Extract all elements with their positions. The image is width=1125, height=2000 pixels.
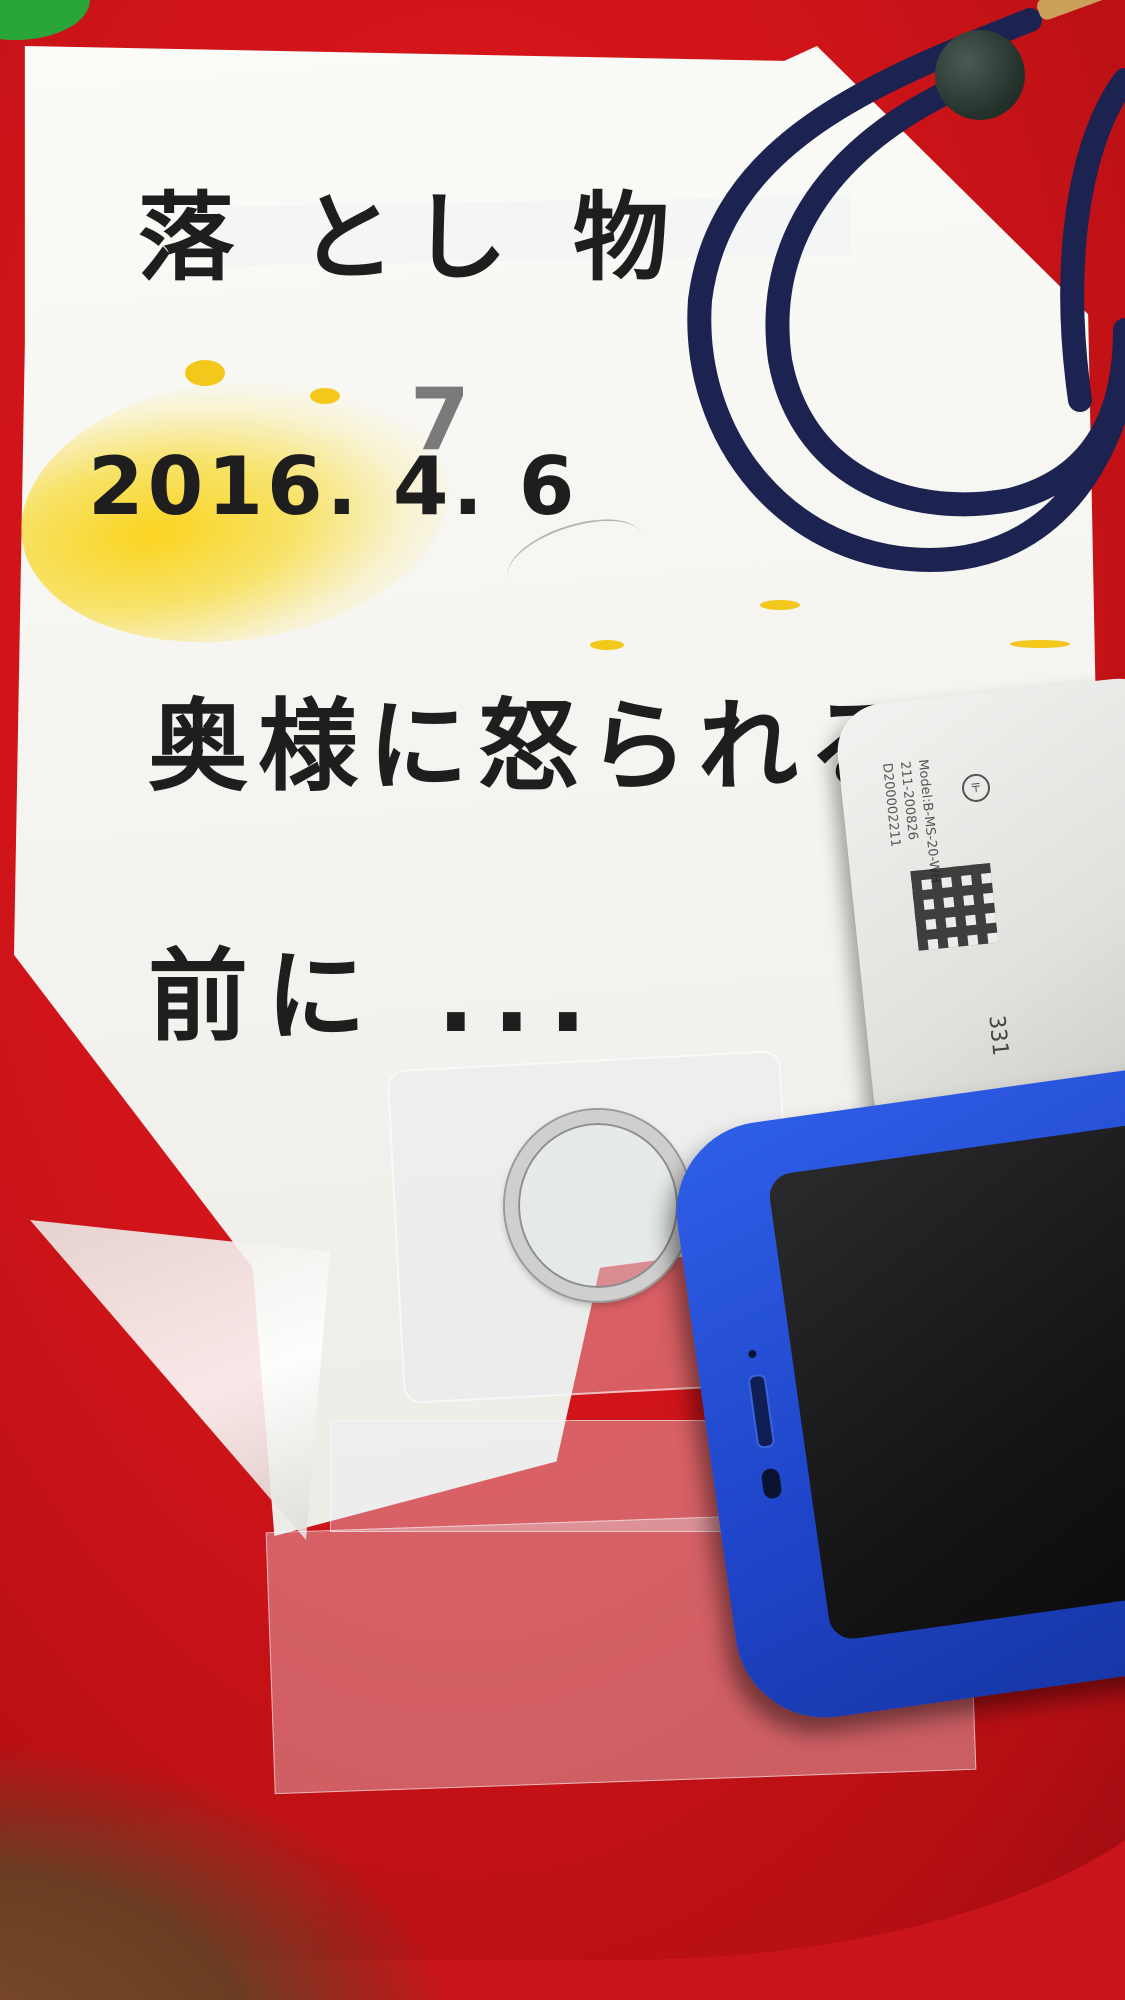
certification-mark-icon: 〒	[960, 772, 992, 804]
note-line-2: 2016. 4. 6	[88, 440, 579, 533]
paint-dot	[760, 600, 800, 610]
note-struck-digit: 7	[410, 370, 470, 470]
navy-cord	[765, 58, 1125, 517]
paint-dot	[185, 360, 225, 386]
phone-sensor	[747, 1349, 757, 1359]
white-device: 〒 Model:B-MS-20-WH 211-200826 D200002211…	[832, 673, 1125, 1147]
device-id-fragment: 331	[983, 1014, 1013, 1057]
floor	[0, 1740, 460, 2000]
note-line-4: 前に ...	[148, 938, 605, 1055]
phone-camera-icon	[760, 1467, 783, 1500]
cord-knob	[935, 30, 1025, 120]
paint-dot	[590, 640, 624, 650]
note-line-3: 奥様に怒られる	[148, 688, 918, 805]
navy-cord	[1060, 68, 1125, 412]
phone-screen	[766, 1117, 1125, 1642]
clear-tape	[330, 1420, 752, 1532]
note-line-1: 落 とし 物	[138, 182, 685, 294]
navy-cord	[687, 8, 1125, 573]
paint-dot	[310, 388, 340, 404]
phone-speaker	[747, 1373, 776, 1450]
qr-code-icon	[910, 862, 999, 951]
paint-dot	[1010, 640, 1070, 648]
blue-phone	[665, 1059, 1125, 1730]
